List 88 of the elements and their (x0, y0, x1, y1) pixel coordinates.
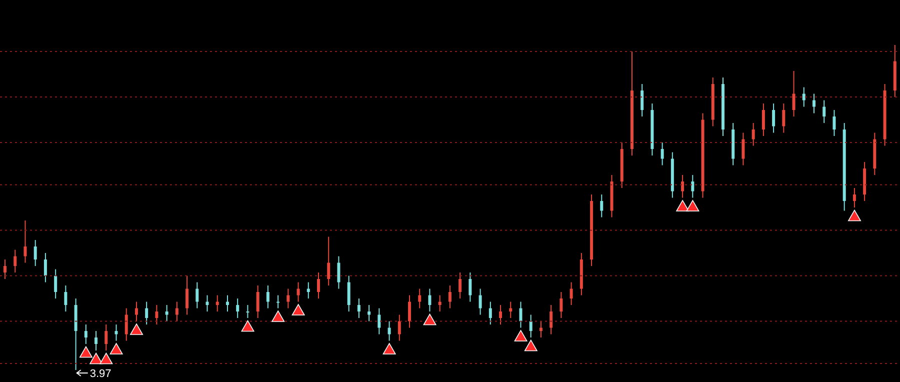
candlestick (64, 285, 68, 312)
candlestick (206, 294, 209, 312)
annotation: 3.97 (90, 368, 112, 380)
candlestick (418, 288, 422, 309)
candlestick (196, 282, 199, 309)
candlestick (165, 304, 168, 322)
candlestick (509, 301, 512, 318)
candlestick (560, 292, 563, 318)
candlestick (832, 110, 836, 136)
candlestick (94, 330, 98, 351)
candlestick (478, 288, 482, 316)
candlestick (428, 288, 432, 312)
candlestick (216, 294, 219, 312)
point (848, 210, 861, 222)
candlestick (742, 132, 745, 166)
point (79, 346, 92, 358)
candlestick (236, 298, 240, 318)
point (514, 330, 528, 342)
point (423, 314, 436, 326)
candlestick (276, 294, 280, 309)
candlestick (691, 174, 694, 198)
candlestick (155, 304, 158, 325)
candlestick (772, 103, 776, 134)
candlestick (398, 314, 401, 342)
candlestick (145, 301, 148, 325)
point (90, 352, 103, 364)
candlestick (468, 272, 472, 302)
point (110, 343, 123, 354)
candlestick (488, 301, 492, 325)
candlestick (34, 240, 37, 266)
candlestick (175, 301, 178, 322)
candlestick (357, 298, 360, 318)
candlestick (256, 285, 260, 318)
point (676, 200, 690, 212)
candlestick (792, 70, 796, 117)
candlestick (306, 282, 310, 299)
candlestick (448, 285, 452, 309)
candlestick (266, 285, 270, 309)
candlestick (752, 122, 755, 146)
candlestick (44, 252, 47, 283)
candlestick (114, 324, 118, 342)
point (272, 310, 285, 322)
candlestick (812, 93, 816, 114)
candlestick (529, 314, 532, 338)
point (382, 343, 396, 354)
candlestick (337, 256, 340, 290)
candlestick (246, 304, 250, 318)
candlestick (822, 100, 826, 124)
candlestick (681, 174, 684, 198)
candlestick (438, 294, 442, 312)
candlestick (296, 282, 300, 302)
candlestick (124, 308, 128, 342)
point (130, 324, 143, 335)
point (524, 340, 538, 352)
candlestick (54, 268, 58, 299)
candlestick (24, 220, 27, 264)
candlestick (499, 304, 502, 325)
candlestick (600, 194, 604, 218)
candlestick (84, 324, 88, 344)
candlestick (388, 320, 391, 342)
candlestick (226, 294, 229, 312)
candlestick (378, 308, 381, 335)
candlestick (134, 301, 138, 322)
point (100, 352, 113, 364)
candlestick (14, 249, 17, 273)
candlestick (660, 142, 664, 166)
candlestick (640, 84, 644, 117)
candlestick (316, 272, 320, 299)
candlestick (4, 259, 7, 280)
point (686, 200, 700, 212)
candlestick (570, 282, 573, 306)
candlestick (104, 324, 108, 351)
candlestick (186, 275, 189, 316)
candlestick (286, 288, 290, 309)
candlestick (852, 188, 856, 208)
candlestick (458, 272, 462, 299)
candlestick (550, 304, 553, 335)
candlestick (408, 294, 412, 328)
candlestick (782, 103, 786, 134)
candlestick (327, 236, 330, 286)
candlestick (347, 275, 350, 312)
candlestick (368, 304, 371, 322)
candlestick (762, 103, 765, 136)
candlestick (539, 320, 542, 338)
candlestick (519, 301, 522, 328)
point (241, 320, 254, 332)
point (292, 304, 305, 316)
candlestick (802, 86, 806, 108)
